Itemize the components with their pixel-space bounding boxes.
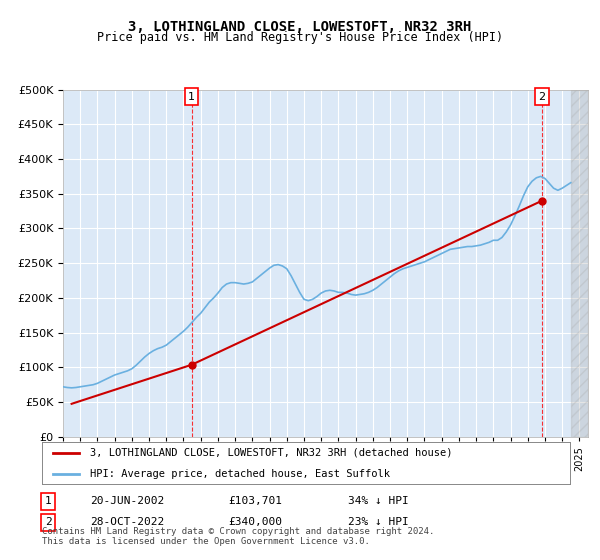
Text: £340,000: £340,000 xyxy=(228,517,282,528)
Text: 1: 1 xyxy=(188,91,195,101)
Text: 23% ↓ HPI: 23% ↓ HPI xyxy=(348,517,409,528)
Text: Price paid vs. HM Land Registry's House Price Index (HPI): Price paid vs. HM Land Registry's House … xyxy=(97,31,503,44)
Text: 3, LOTHINGLAND CLOSE, LOWESTOFT, NR32 3RH (detached house): 3, LOTHINGLAND CLOSE, LOWESTOFT, NR32 3R… xyxy=(89,448,452,458)
Text: £103,701: £103,701 xyxy=(228,496,282,506)
Text: 34% ↓ HPI: 34% ↓ HPI xyxy=(348,496,409,506)
Text: 20-JUN-2002: 20-JUN-2002 xyxy=(90,496,164,506)
Text: 28-OCT-2022: 28-OCT-2022 xyxy=(90,517,164,528)
Bar xyxy=(571,90,588,437)
Text: 1: 1 xyxy=(44,496,52,506)
Text: HPI: Average price, detached house, East Suffolk: HPI: Average price, detached house, East… xyxy=(89,469,389,479)
Text: 2: 2 xyxy=(538,91,545,101)
Text: Contains HM Land Registry data © Crown copyright and database right 2024.
This d: Contains HM Land Registry data © Crown c… xyxy=(42,526,434,546)
Text: 3, LOTHINGLAND CLOSE, LOWESTOFT, NR32 3RH: 3, LOTHINGLAND CLOSE, LOWESTOFT, NR32 3R… xyxy=(128,20,472,34)
Text: 2: 2 xyxy=(44,517,52,528)
